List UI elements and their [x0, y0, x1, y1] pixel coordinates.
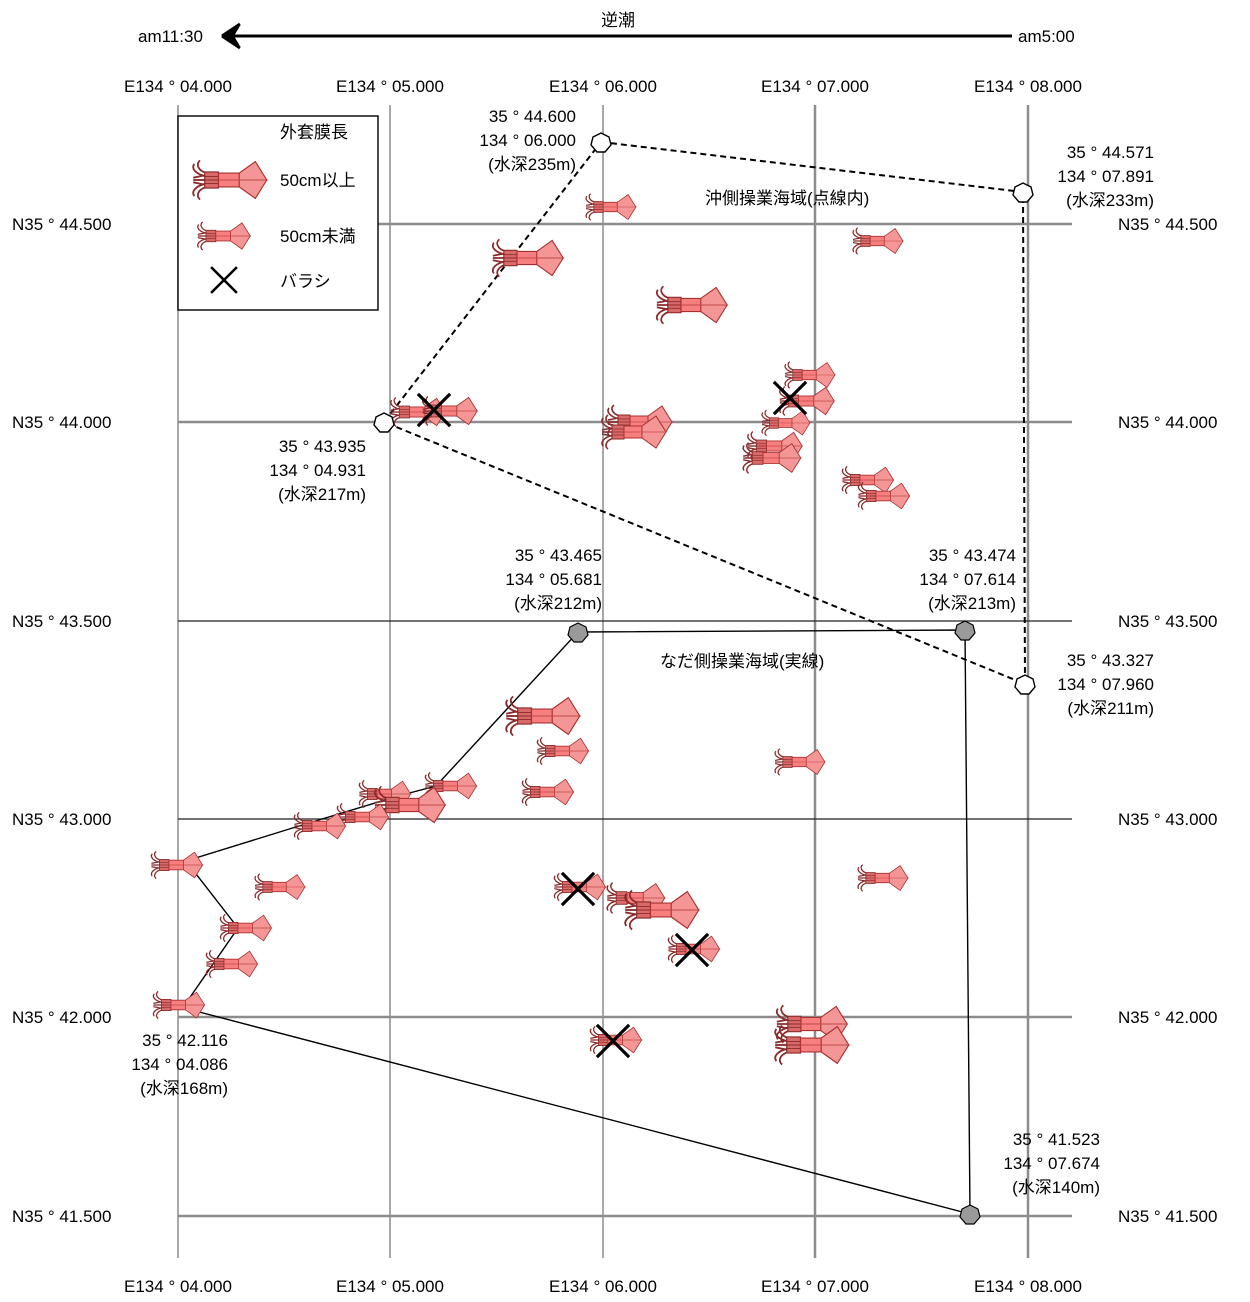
point-lon: 134 ° 06.000: [479, 131, 576, 150]
waypoint-marker: [1014, 674, 1036, 695]
point-depth: (水深140m): [1012, 1178, 1100, 1197]
right-time-label: am5:00: [1018, 27, 1075, 46]
x-tick-label: E134 ° 07.000: [761, 77, 869, 96]
x-tick-label: E134 ° 05.000: [336, 1277, 444, 1296]
point-lat: 35 ° 44.571: [1067, 143, 1154, 162]
point-depth: (水深211m): [1067, 699, 1154, 718]
squid-small-icon: [254, 873, 306, 901]
x-tick-label: E134 ° 08.000: [974, 77, 1082, 96]
point-depth: (水深212m): [514, 594, 602, 613]
y-axis-left: N35 ° 44.500 N35 ° 44.000 N35 ° 43.500 N…: [12, 215, 111, 1226]
waypoint-marker: [954, 620, 976, 641]
x-tick-label: E134 ° 07.000: [761, 1277, 869, 1296]
offshore-area-label: 沖側操業海域(点線内): [705, 189, 869, 208]
x-tick-label: E134 ° 08.000: [974, 1277, 1082, 1296]
y-tick-label: N35 ° 42.000: [1118, 1008, 1217, 1027]
point-lon: 134 ° 05.681: [505, 570, 602, 589]
y-tick-label: N35 ° 44.500: [12, 215, 111, 234]
point-lat: 35 ° 42.116: [142, 1031, 228, 1050]
x-tick-label: E134 ° 06.000: [549, 1277, 657, 1296]
nearshore-area-label: なだ側操業海域(実線): [660, 652, 824, 671]
legend: 外套膜長 50cm以上 50cm未満 バラシ: [177, 115, 379, 311]
squid-catch-layer: [150, 193, 911, 1066]
legend-item-label: 50cm未満: [280, 227, 356, 246]
x-axis-bottom: E134 ° 04.000 E134 ° 05.000 E134 ° 06.00…: [124, 1277, 1082, 1296]
y-tick-label: N35 ° 44.000: [12, 413, 111, 432]
current-arrow: [221, 22, 1012, 50]
squid-small-icon: [293, 811, 347, 841]
squid-small-icon: [841, 465, 895, 495]
current-label: 逆潮: [601, 11, 635, 30]
point-lat: 35 ° 43.465: [515, 546, 602, 565]
point-depth: (水深235m): [488, 155, 576, 174]
squid-small-icon: [205, 949, 259, 979]
point-depth: (水深233m): [1066, 191, 1154, 210]
y-tick-label: N35 ° 42.000: [12, 1008, 111, 1027]
squid-small-icon: [585, 193, 637, 221]
squid-small-icon: [784, 361, 836, 389]
y-tick-label: N35 ° 43.000: [1118, 810, 1217, 829]
squid-small-icon: [852, 227, 904, 255]
waypoint-marker: [373, 412, 395, 433]
y-tick-label: N35 ° 43.500: [1118, 612, 1217, 631]
x-tick-label: E134 ° 06.000: [549, 77, 657, 96]
waypoints: [373, 132, 1036, 1225]
point-lon: 134 ° 07.674: [1003, 1154, 1100, 1173]
left-time-label: am11:30: [138, 27, 203, 46]
point-lat: 35 ° 43.474: [929, 546, 1016, 565]
squid-small-icon: [774, 748, 826, 776]
squid-small-icon: [536, 736, 590, 766]
squid-large-icon: [491, 238, 565, 278]
legend-title: 外套膜長: [280, 123, 348, 142]
point-lat: 35 ° 44.600: [489, 107, 576, 126]
squid-small-icon: [761, 409, 811, 437]
waypoint-marker: [590, 132, 612, 153]
squid-small-icon: [219, 913, 273, 943]
point-depth: (水深213m): [928, 594, 1016, 613]
y-tick-label: N35 ° 43.500: [12, 612, 111, 631]
point-lat: 35 ° 41.523: [1013, 1130, 1100, 1149]
legend-item-label: バラシ: [280, 272, 331, 291]
squid-large-icon: [655, 285, 729, 325]
squid-small-icon: [521, 777, 575, 807]
x-axis-top: E134 ° 04.000 E134 ° 05.000 E134 ° 06.00…: [124, 77, 1082, 96]
legend-item-label: 50cm以上: [280, 171, 356, 190]
y-axis-right: N35 ° 44.500 N35 ° 44.000 N35 ° 43.500 N…: [1118, 215, 1217, 1226]
waypoint-marker: [1012, 182, 1034, 203]
x-tick-label: E134 ° 05.000: [336, 77, 444, 96]
point-lon: 134 ° 04.086: [131, 1055, 228, 1074]
point-lon: 134 ° 07.960: [1057, 675, 1154, 694]
squid-small-icon: [152, 990, 206, 1020]
y-tick-label: N35 ° 43.000: [12, 810, 111, 829]
y-tick-label: N35 ° 41.500: [12, 1207, 111, 1226]
y-tick-label: N35 ° 41.500: [1118, 1207, 1217, 1226]
y-tick-label: N35 ° 44.000: [1118, 413, 1217, 432]
point-depth: (水深217m): [278, 485, 366, 504]
squid-small-icon: [150, 850, 204, 880]
point-lat: 35 ° 43.327: [1067, 651, 1154, 670]
squid-large-icon: [505, 695, 581, 737]
waypoint-marker: [959, 1204, 981, 1225]
waypoint-marker: [567, 622, 589, 643]
squid-small-icon: [857, 864, 909, 892]
point-depth: (水深168m): [140, 1079, 228, 1098]
x-tick-label: E134 ° 04.000: [124, 1277, 232, 1296]
y-tick-label: N35 ° 44.500: [1118, 215, 1217, 234]
point-lon: 134 ° 07.891: [1057, 167, 1154, 186]
point-lon: 134 ° 04.931: [269, 461, 366, 480]
x-tick-label: E134 ° 04.000: [124, 77, 232, 96]
offshore-area-outline: [382, 140, 1027, 686]
point-lon: 134 ° 07.614: [919, 570, 1016, 589]
point-lat: 35 ° 43.935: [279, 437, 366, 456]
point-annotations: 35 ° 44.600 134 ° 06.000 (水深235m) 35 ° 4…: [131, 107, 1154, 1197]
